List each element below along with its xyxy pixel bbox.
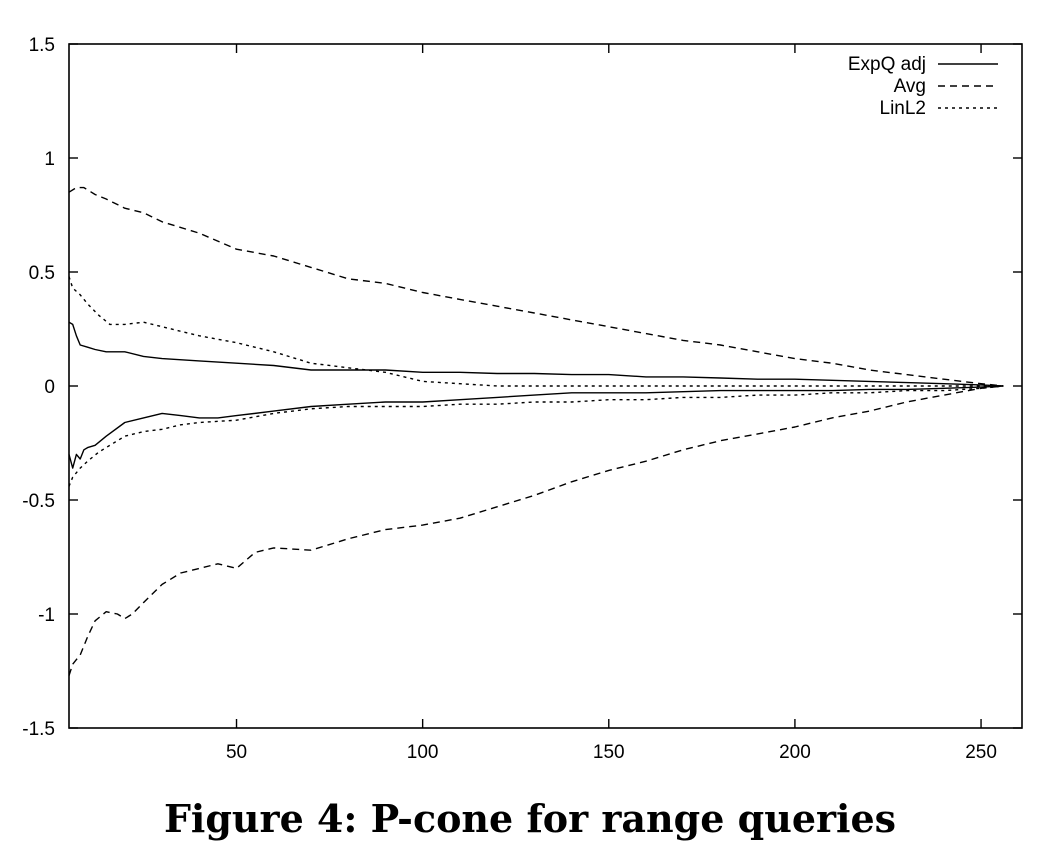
legend-label: ExpQ adj (848, 54, 926, 75)
x-tick-label: 250 (965, 742, 997, 763)
x-tick-label: 200 (779, 742, 811, 763)
series-line-1-lower (68, 385, 1004, 469)
legend-label: Avg (894, 76, 926, 97)
x-tick-label: 100 (407, 742, 439, 763)
series-line-3-upper (68, 276, 1004, 387)
y-tick-label: -1.5 (22, 719, 55, 740)
axes: -1.5 -1 -0.5 0 0.5 1 1.5 50 100 150 200 250 (22, 35, 1023, 763)
chart: -1.5 -1 -0.5 0 0.5 1 1.5 50 100 150 200 250 ExpQ ad… (22, 35, 1023, 763)
figure-caption: Figure 4: P-cone for range queries (163, 796, 897, 841)
series-line-2-upper (68, 186, 1004, 387)
series-line-3-lower (68, 385, 1004, 487)
series-line-2-lower (68, 385, 1004, 676)
legend-label: LinL2 (880, 98, 927, 119)
x-tick-label: 150 (593, 742, 625, 763)
y-tick-label: 0.5 (29, 263, 55, 284)
y-tick-label: 0 (44, 377, 55, 398)
y-tick-label: -1 (38, 605, 55, 626)
y-tick-label: 1 (44, 149, 55, 170)
y-tick-label: -0.5 (22, 491, 55, 512)
x-tick-label: 50 (226, 742, 247, 763)
series-line-1-upper (68, 321, 1004, 387)
y-tick-label: 1.5 (29, 35, 55, 56)
series-layer (68, 186, 1004, 676)
